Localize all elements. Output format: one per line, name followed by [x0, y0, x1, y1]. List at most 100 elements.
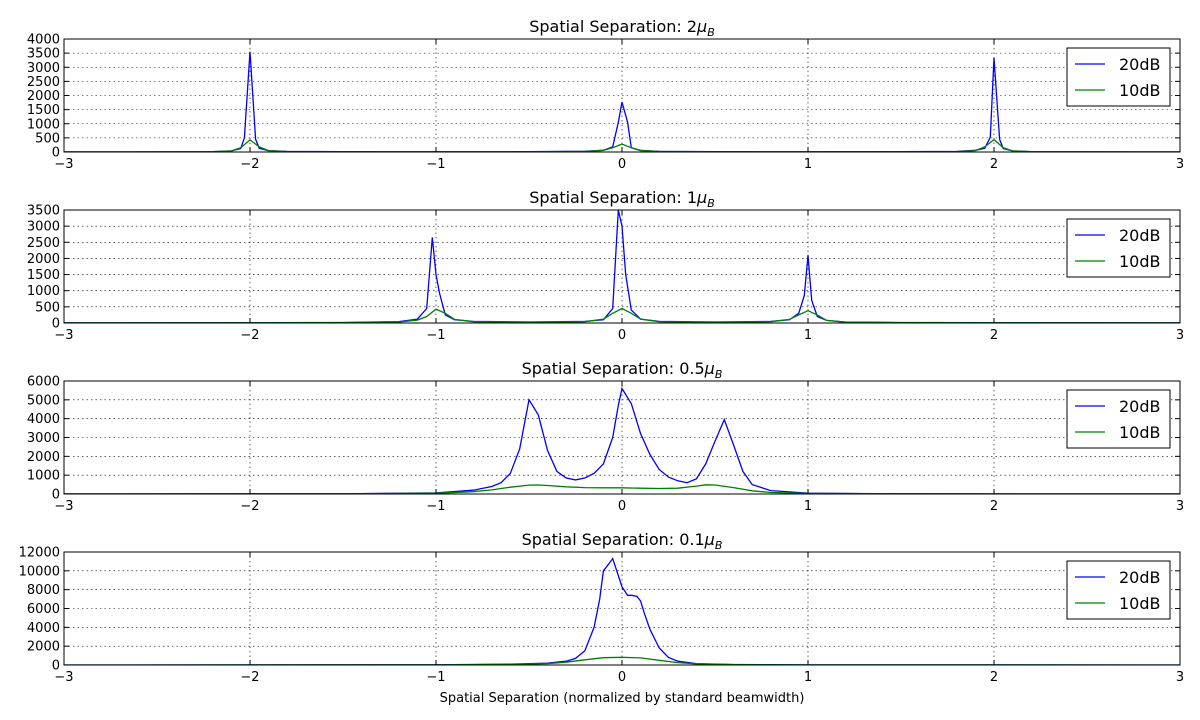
y-tick-label: 2000 [27, 640, 60, 655]
subplot-title-subscript: B [707, 26, 715, 39]
legend-label-10dB: 10dB [1119, 81, 1161, 100]
x-tick-label: −1 [426, 499, 445, 514]
y-tick-label: 4000 [27, 412, 60, 427]
legend-label-20dB: 20dB [1119, 55, 1161, 74]
chart-panels: Spatial Separation: 2μB−3 −2 −1 0 1 2 30500100… [19, 17, 1185, 685]
legend-label-20dB: 20dB [1119, 397, 1161, 416]
y-tick-label: 1500 [27, 268, 60, 283]
subplot-title: Spatial Separation: 0.5μB [522, 359, 723, 381]
subplot-title: Spatial Separation: 1μB [529, 188, 715, 210]
y-tick-label: 4000 [27, 621, 60, 636]
x-tick-label: −1 [426, 157, 445, 172]
x-tick-label: 1 [804, 157, 812, 172]
subplot-2: Spatial Separation: 1μB −3 −2 −1 0 1 2 3 0 500100… [27, 188, 1184, 343]
y-tick-label: 2500 [27, 236, 60, 251]
subplot-3: Spatial Separation: 0.5μB −3 −2 −1 0 1 2 3 0 1000… [27, 359, 1184, 514]
x-tick-label: −2 [240, 328, 259, 343]
y-tick-label: 12000 [19, 546, 60, 561]
legend: 20dB 10dB [1066, 560, 1171, 620]
series-line-10dB [64, 138, 1180, 152]
subplot-title-subscript: B [707, 197, 715, 210]
series-line-10dB [64, 656, 1180, 665]
x-tick-label: 3 [1176, 157, 1184, 172]
series-line-10dB [64, 307, 1180, 323]
subplot-title-symbol: μ [704, 359, 715, 378]
y-tick-label: 2000 [27, 450, 60, 465]
series-line-20dB [64, 51, 1180, 152]
legend-label-10dB: 10dB [1119, 252, 1161, 271]
y-tick-label: 3000 [27, 220, 60, 235]
y-tick-label: 1000 [27, 284, 60, 299]
series-line-20dB [64, 386, 1180, 494]
legend-label-20dB: 20dB [1119, 226, 1161, 245]
y-tick-label: 4000 [27, 33, 60, 48]
legend-label-20dB: 20dB [1119, 568, 1161, 587]
legend: 20dB 10dB [1066, 389, 1171, 449]
x-axis-label: Spatial Separation (normalized by standa… [440, 691, 805, 706]
y-tick-label: 1000 [27, 117, 60, 132]
x-tick-label: 1 [804, 670, 812, 685]
subplot-title-symbol: μ [696, 188, 707, 207]
y-tick-label: 3500 [27, 47, 60, 62]
legend-box [1066, 389, 1171, 449]
y-tick-label: 0 [52, 146, 60, 161]
subplot-title-symbol: μ [704, 530, 715, 549]
y-tick-label: 500 [35, 131, 60, 146]
subplot-title-subscript: B [715, 539, 723, 552]
x-tick-label: 2 [990, 670, 998, 685]
x-tick-label: −2 [240, 157, 259, 172]
x-tick-label: −2 [240, 499, 259, 514]
y-tick-label: 10000 [19, 564, 60, 579]
series-line-20dB [64, 210, 1180, 323]
y-tick-label: 2500 [27, 75, 60, 90]
y-tick-label: 1000 [27, 469, 60, 484]
x-tick-label: −2 [240, 670, 259, 685]
series-line-20dB [64, 557, 1180, 665]
x-tick-label: 0 [618, 157, 626, 172]
x-tick-label: 2 [990, 328, 998, 343]
y-tick-label: 3500 [27, 204, 60, 219]
x-tick-label: −3 [54, 157, 73, 172]
x-tick-label: −3 [54, 328, 73, 343]
y-tick-label: 0 [52, 317, 60, 332]
series-line-10dB [64, 484, 1180, 494]
y-tick-label: 3000 [27, 61, 60, 76]
legend: 20dB 10dB [1066, 47, 1171, 107]
x-tick-label: −1 [426, 670, 445, 685]
x-tick-label: 3 [1176, 328, 1184, 343]
x-tick-label: 0 [618, 328, 626, 343]
subplot-1: Spatial Separation: 2μB−3 −2 −1 0 1 2 30500100… [27, 17, 1184, 172]
y-tick-label: 8000 [27, 583, 60, 598]
x-tick-label: 0 [618, 499, 626, 514]
subplot-4: Spatial Separation: 0.1μB −3 −2 −1 0 1 2 3 0 2000… [19, 530, 1185, 685]
x-tick-label: −3 [54, 670, 73, 685]
y-tick-label: 1500 [27, 103, 60, 118]
subplot-title: Spatial Separation: 0.1μB [522, 530, 723, 552]
subplot-title: Spatial Separation: 2μB [529, 17, 715, 39]
x-tick-label: 1 [804, 499, 812, 514]
legend-box [1066, 560, 1171, 620]
y-tick-label: 6000 [27, 375, 60, 390]
x-tick-label: 3 [1176, 670, 1184, 685]
legend: 20dB 10dB [1066, 218, 1171, 278]
y-tick-label: 2000 [27, 89, 60, 104]
subplot-title-symbol: μ [696, 17, 707, 36]
y-tick-label: 5000 [27, 393, 60, 408]
x-tick-label: 0 [618, 670, 626, 685]
x-tick-label: −1 [426, 328, 445, 343]
y-tick-label: 500 [35, 300, 60, 315]
legend-box [1066, 47, 1171, 107]
y-tick-label: 3000 [27, 431, 60, 446]
y-tick-label: 0 [52, 659, 60, 674]
x-tick-label: 2 [990, 157, 998, 172]
legend-box [1066, 218, 1171, 278]
subplot-title-subscript: B [715, 368, 723, 381]
y-tick-label: 6000 [27, 602, 60, 617]
x-tick-label: 1 [804, 328, 812, 343]
x-tick-label: 3 [1176, 499, 1184, 514]
legend-label-10dB: 10dB [1119, 594, 1161, 613]
x-tick-label: −3 [54, 499, 73, 514]
y-tick-label: 2000 [27, 252, 60, 267]
legend-label-10dB: 10dB [1119, 423, 1161, 442]
